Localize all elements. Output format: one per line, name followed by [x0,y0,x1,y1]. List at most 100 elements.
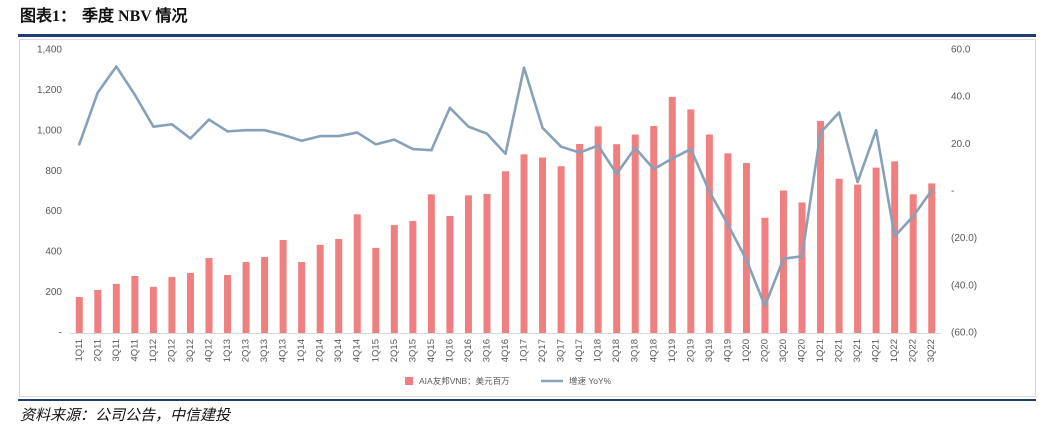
x-tick-label-1q22: 1Q22 [889,339,900,362]
yoy-point-3q17 [559,145,563,148]
yoy-point-1q17 [522,66,526,69]
x-tick-label-1q12: 1Q12 [148,339,159,362]
yoy-point-2q12 [170,123,174,126]
y-left-tick-label: 1,400 [37,45,62,56]
x-tick-label-4q14: 4Q14 [352,339,363,362]
x-tick-label-2q14: 2Q14 [315,339,326,362]
x-tick-label-4q13: 4Q13 [278,339,289,362]
x-tick-label-3q11: 3Q11 [111,339,122,362]
yoy-point-4q13 [281,133,285,137]
vnb-bars [75,96,936,334]
bar-2q14 [316,244,324,333]
x-tick-label-3q15: 3Q15 [407,339,418,362]
yoy-point-1q14 [300,139,303,142]
bar-1q12 [149,286,157,333]
x-tick-label-3q16: 3Q16 [481,339,492,362]
yoy-point-3q20 [782,257,785,260]
x-tick-label-3q13: 3Q13 [259,339,270,362]
yoy-point-1q18 [596,144,600,147]
bar-4q14 [353,214,361,333]
bar-2q17 [539,157,547,333]
bar-4q13 [279,240,287,333]
bar-4q15 [427,194,435,333]
yoy-point-4q15 [430,149,433,152]
x-tick-label-2q19: 2Q19 [685,339,696,362]
y-right-tick-label: - [951,186,954,197]
x-tick-label-4q11: 4Q11 [129,339,140,362]
y-right-tick-label: (20.0) [951,233,977,244]
y-left-tick-label: 1,200 [37,85,62,96]
bar-4q20 [798,202,806,333]
legend-swatch-vnb-bar [405,377,413,385]
bar-2q19 [687,109,695,334]
x-tick-label-1q18: 1Q18 [593,339,604,362]
bar-3q19 [705,134,713,333]
yoy-point-2q20 [763,304,767,308]
yoy-point-4q19 [726,223,730,226]
legend: AIA友邦VNB：美元百万 增速 YoY% [405,376,612,386]
yoy-point-1q22 [893,235,896,238]
bar-3q16 [483,193,491,333]
chart-frame [19,39,1036,397]
yoy-point-4q11 [133,93,137,97]
yoy-point-1q19 [671,157,674,160]
x-tick-label-4q16: 4Q16 [500,339,511,362]
bar-4q21 [872,167,880,333]
yoy-point-2q16 [467,125,470,128]
bar-1q20 [742,163,750,333]
yoy-point-2q17 [541,126,544,130]
x-tick-label-1q14: 1Q14 [296,339,307,362]
x-tick-label-4q18: 4Q18 [648,339,659,362]
bar-1q18 [594,126,602,333]
bar-4q19 [724,153,732,333]
x-tick-label-1q19: 1Q19 [667,339,678,362]
x-tick-label-2q22: 2Q22 [908,339,919,362]
x-tick-label-3q20: 3Q20 [778,339,789,362]
y-right-tick-label: (60.0) [951,328,977,339]
x-tick-label-4q19: 4Q19 [722,339,733,362]
bar-3q22 [928,183,936,333]
bar-3q17 [557,166,565,333]
yoy-point-4q16 [504,152,507,155]
yoy-point-1q20 [745,258,748,262]
yoy-point-3q19 [708,190,711,193]
bar-2q12 [168,277,176,333]
yoy-point-3q12 [189,137,192,140]
bar-4q18 [650,126,658,333]
y-right-tick-label: 40.0 [951,92,971,103]
yoy-point-4q17 [578,151,581,154]
yoy-point-3q22 [930,189,933,192]
x-tick-label-4q17: 4Q17 [574,339,585,362]
bar-1q22 [891,161,899,333]
bar-2q21 [835,178,843,333]
bar-2q16 [464,195,472,333]
yoy-point-1q11 [78,143,81,146]
yoy-point-4q20 [800,255,804,258]
bar-1q19 [668,96,676,334]
yoy-point-2q14 [318,134,322,138]
x-tick-label-2q13: 2Q13 [241,339,252,362]
yoy-point-2q13 [244,128,248,132]
legend-label-vnb: AIA友邦VNB：美元百万 [419,376,510,386]
x-tick-label-2q12: 2Q12 [166,339,177,362]
x-tick-label-2q20: 2Q20 [759,339,770,362]
yoy-point-1q12 [152,125,155,128]
x-tick-label-1q17: 1Q17 [519,339,530,362]
x-tick-label-4q21: 4Q21 [871,339,882,362]
legend-label-yoy: 增速 YoY% [569,376,612,386]
yoy-point-1q13 [226,130,229,133]
bar-1q16 [446,215,454,333]
bar-3q12 [186,272,194,333]
bar-2q20 [761,217,769,333]
bar-1q15 [372,247,380,333]
x-tick-label-3q14: 3Q14 [333,339,344,362]
y-left-tick-label: 400 [45,247,62,258]
yoy-point-1q21 [819,131,822,134]
yoy-point-4q14 [356,131,359,134]
footer-rule [18,399,1036,401]
yoy-point-4q12 [207,118,211,121]
x-tick-label-2q11: 2Q11 [92,339,103,362]
x-tick-label-4q12: 4Q12 [203,339,214,362]
yoy-point-3q16 [485,132,489,135]
